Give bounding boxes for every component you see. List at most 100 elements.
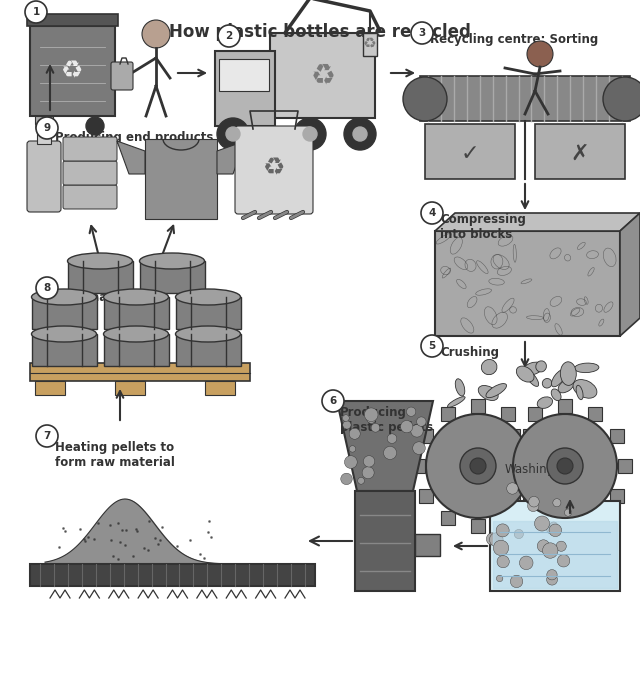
Circle shape bbox=[426, 414, 530, 518]
Circle shape bbox=[507, 483, 518, 494]
FancyBboxPatch shape bbox=[531, 459, 545, 473]
Circle shape bbox=[25, 1, 47, 23]
Circle shape bbox=[470, 458, 486, 474]
FancyBboxPatch shape bbox=[425, 124, 515, 179]
Polygon shape bbox=[217, 141, 245, 174]
FancyBboxPatch shape bbox=[145, 139, 217, 219]
FancyBboxPatch shape bbox=[610, 429, 624, 443]
Circle shape bbox=[362, 466, 374, 479]
Text: ♻: ♻ bbox=[61, 59, 84, 83]
FancyBboxPatch shape bbox=[215, 51, 275, 126]
FancyBboxPatch shape bbox=[63, 161, 117, 185]
Text: Raw material: Raw material bbox=[55, 291, 143, 304]
Circle shape bbox=[303, 127, 317, 141]
FancyBboxPatch shape bbox=[435, 231, 620, 336]
Circle shape bbox=[217, 118, 249, 150]
Circle shape bbox=[520, 556, 533, 569]
Ellipse shape bbox=[536, 361, 547, 372]
Circle shape bbox=[401, 420, 413, 433]
Circle shape bbox=[527, 501, 539, 511]
Ellipse shape bbox=[525, 370, 539, 386]
Polygon shape bbox=[117, 141, 145, 174]
Text: ✓: ✓ bbox=[461, 144, 479, 164]
Text: Compressing
into blocks: Compressing into blocks bbox=[440, 213, 526, 241]
Circle shape bbox=[492, 533, 502, 543]
Circle shape bbox=[529, 496, 540, 507]
Circle shape bbox=[344, 118, 376, 150]
Ellipse shape bbox=[31, 326, 97, 342]
Ellipse shape bbox=[140, 253, 205, 269]
FancyBboxPatch shape bbox=[506, 489, 520, 503]
Circle shape bbox=[557, 458, 573, 474]
FancyBboxPatch shape bbox=[471, 519, 485, 533]
FancyBboxPatch shape bbox=[618, 459, 632, 473]
Circle shape bbox=[36, 117, 54, 135]
Circle shape bbox=[547, 574, 557, 585]
Circle shape bbox=[603, 77, 640, 121]
Text: 5: 5 bbox=[428, 341, 436, 351]
Circle shape bbox=[387, 434, 397, 443]
FancyBboxPatch shape bbox=[32, 334, 97, 366]
FancyBboxPatch shape bbox=[523, 489, 537, 503]
Circle shape bbox=[226, 127, 240, 141]
FancyBboxPatch shape bbox=[471, 399, 485, 413]
Text: Recycling centre: Sorting: Recycling centre: Sorting bbox=[430, 33, 598, 46]
Circle shape bbox=[490, 533, 503, 546]
FancyBboxPatch shape bbox=[588, 511, 602, 525]
FancyBboxPatch shape bbox=[30, 564, 315, 586]
Circle shape bbox=[36, 277, 58, 299]
Circle shape bbox=[510, 575, 523, 588]
Ellipse shape bbox=[542, 379, 552, 388]
Circle shape bbox=[543, 543, 558, 558]
Ellipse shape bbox=[67, 253, 132, 269]
Circle shape bbox=[403, 77, 447, 121]
Text: 8: 8 bbox=[44, 283, 51, 293]
Circle shape bbox=[413, 442, 426, 454]
FancyBboxPatch shape bbox=[490, 501, 620, 591]
Text: 6: 6 bbox=[330, 396, 337, 406]
Ellipse shape bbox=[576, 385, 583, 400]
FancyBboxPatch shape bbox=[441, 407, 455, 421]
Circle shape bbox=[537, 540, 550, 552]
FancyBboxPatch shape bbox=[115, 381, 145, 395]
FancyBboxPatch shape bbox=[27, 141, 61, 212]
Circle shape bbox=[514, 529, 524, 539]
Circle shape bbox=[486, 533, 499, 545]
FancyBboxPatch shape bbox=[528, 407, 542, 421]
FancyBboxPatch shape bbox=[558, 519, 572, 533]
Circle shape bbox=[497, 556, 509, 568]
Ellipse shape bbox=[455, 379, 465, 396]
Circle shape bbox=[294, 118, 326, 150]
Text: 3: 3 bbox=[419, 28, 426, 38]
FancyBboxPatch shape bbox=[498, 459, 512, 473]
FancyBboxPatch shape bbox=[235, 126, 313, 214]
Circle shape bbox=[367, 414, 376, 424]
FancyBboxPatch shape bbox=[176, 334, 241, 366]
Circle shape bbox=[411, 425, 423, 437]
FancyBboxPatch shape bbox=[68, 261, 133, 293]
Circle shape bbox=[353, 127, 367, 141]
FancyBboxPatch shape bbox=[219, 59, 269, 91]
Ellipse shape bbox=[478, 385, 498, 400]
FancyBboxPatch shape bbox=[419, 429, 433, 443]
Ellipse shape bbox=[104, 289, 168, 305]
FancyBboxPatch shape bbox=[104, 334, 169, 366]
FancyBboxPatch shape bbox=[37, 124, 51, 144]
Text: Washing: Washing bbox=[505, 463, 555, 476]
Ellipse shape bbox=[558, 379, 575, 393]
FancyBboxPatch shape bbox=[205, 381, 235, 395]
Circle shape bbox=[527, 41, 553, 67]
Circle shape bbox=[513, 414, 617, 518]
Circle shape bbox=[218, 25, 240, 47]
Circle shape bbox=[549, 524, 562, 537]
Ellipse shape bbox=[175, 289, 241, 305]
Ellipse shape bbox=[575, 363, 599, 373]
Text: ♻: ♻ bbox=[263, 156, 285, 180]
Circle shape bbox=[371, 424, 380, 432]
Circle shape bbox=[553, 498, 561, 507]
FancyBboxPatch shape bbox=[523, 429, 537, 443]
FancyBboxPatch shape bbox=[32, 297, 97, 329]
FancyBboxPatch shape bbox=[363, 33, 377, 56]
Text: ♻: ♻ bbox=[363, 37, 377, 52]
Ellipse shape bbox=[31, 289, 97, 305]
